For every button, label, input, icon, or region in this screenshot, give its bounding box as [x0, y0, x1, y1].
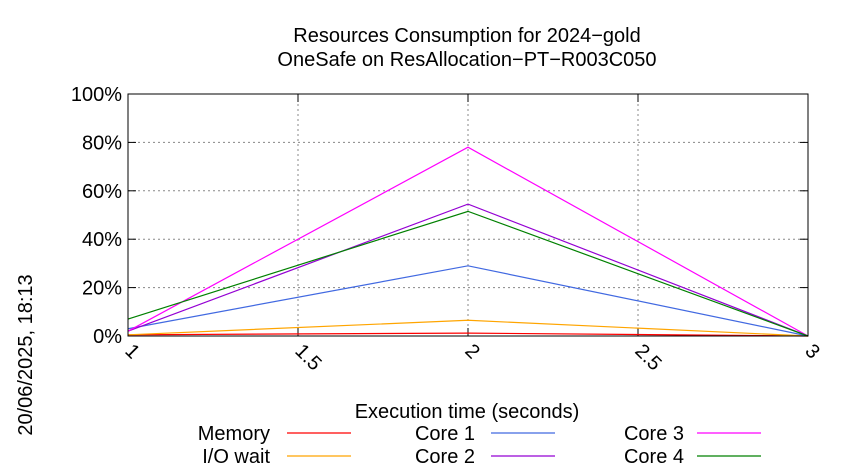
y-tick-label: 80% — [82, 132, 122, 154]
series-line-core-2 — [127, 203, 809, 337]
plot-frame — [127, 93, 809, 337]
y-tick-label: 60% — [82, 181, 122, 203]
y-tick-label: 20% — [82, 278, 122, 300]
grid — [128, 94, 808, 336]
chart-title: Resources Consumption for 2024−gold — [293, 25, 640, 47]
legend-label: Core 1 — [415, 423, 475, 445]
x-tick-label: 1 — [120, 340, 143, 363]
series-line-core-4 — [127, 210, 809, 337]
y-axis: 0% 20% 40% 60% 80% 100% — [71, 84, 808, 348]
x-tick-label: 1.5 — [290, 340, 325, 375]
x-axis-label: Execution time (seconds) — [355, 401, 580, 423]
y-tick-label: 100% — [71, 84, 122, 106]
legend-label: Memory — [198, 423, 270, 445]
series-line-core-1 — [127, 265, 809, 337]
series-line-memory — [127, 332, 809, 337]
x-tick-label: 3 — [800, 340, 823, 363]
y-tick-label: 40% — [82, 229, 122, 251]
series-line-core-3 — [127, 146, 809, 337]
x-tick-label: 2 — [460, 340, 483, 363]
legend-label: I/O wait — [202, 446, 270, 468]
y-tick-label: 0% — [93, 326, 122, 348]
chart-subtitle: OneSafe on ResAllocation−PT−R003C050 — [277, 49, 656, 71]
legend-label: Core 2 — [415, 446, 475, 468]
x-tick-label: 2.5 — [630, 340, 665, 375]
series-lines — [127, 146, 809, 337]
legend-label: Core 3 — [624, 423, 684, 445]
legend-label: Core 4 — [624, 446, 684, 468]
series-line-i-o-wait — [127, 319, 809, 337]
timestamp-label: 20/06/2025, 18:13 — [15, 274, 37, 435]
